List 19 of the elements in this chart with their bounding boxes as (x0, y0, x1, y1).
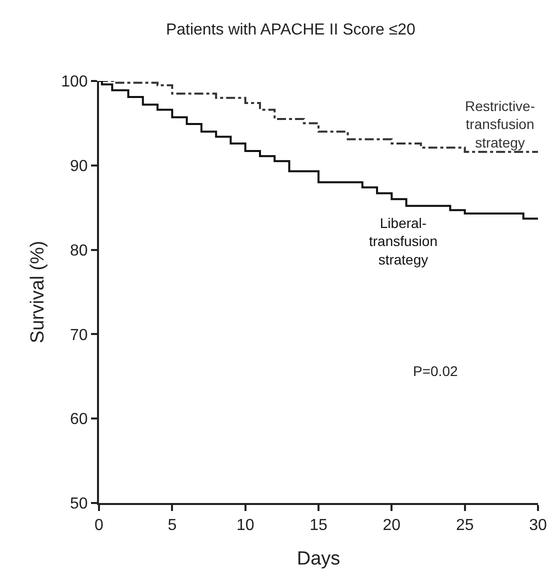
x-tick-label: 30 (529, 517, 547, 534)
series-label: Restrictive- transfusion strategy (465, 98, 536, 150)
y-tick-label: 50 (70, 496, 88, 513)
x-tick-label: 25 (456, 517, 474, 534)
x-tick-label: 0 (94, 517, 104, 534)
y-tick-label: 60 (70, 411, 88, 428)
series-label: Liberal- transfusion strategy (369, 215, 438, 268)
y-axis-title: Survival (%) (27, 240, 48, 344)
y-tick-label: 90 (70, 158, 88, 175)
y-tick-label: 80 (70, 242, 88, 260)
x-tick-label: 10 (236, 517, 254, 534)
x-tick-label: 5 (168, 517, 177, 534)
annotation: P=0.02 (413, 363, 458, 379)
x-tick-label: 20 (382, 517, 401, 534)
y-tick-label: 100 (61, 74, 88, 91)
chart-title: Patients with APACHE II Score ≤20 (166, 21, 416, 38)
y-tick-label: 70 (70, 326, 88, 344)
x-tick-label: 15 (310, 517, 328, 534)
x-axis-title: Days (296, 548, 340, 570)
